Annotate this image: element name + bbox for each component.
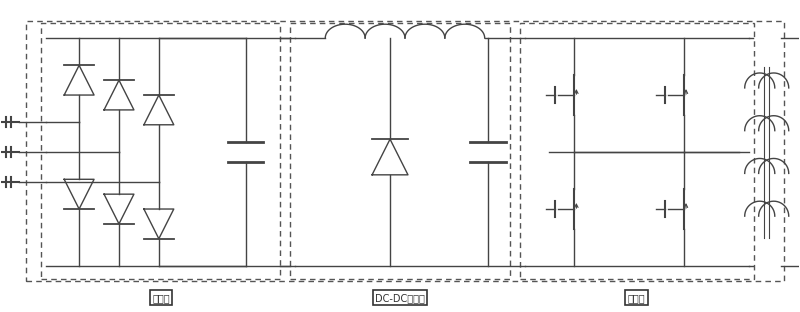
Text: 逆变器: 逆变器 <box>628 293 646 303</box>
Text: DC-DC升压器: DC-DC升压器 <box>375 293 425 303</box>
Text: 整流器: 整流器 <box>152 293 170 303</box>
